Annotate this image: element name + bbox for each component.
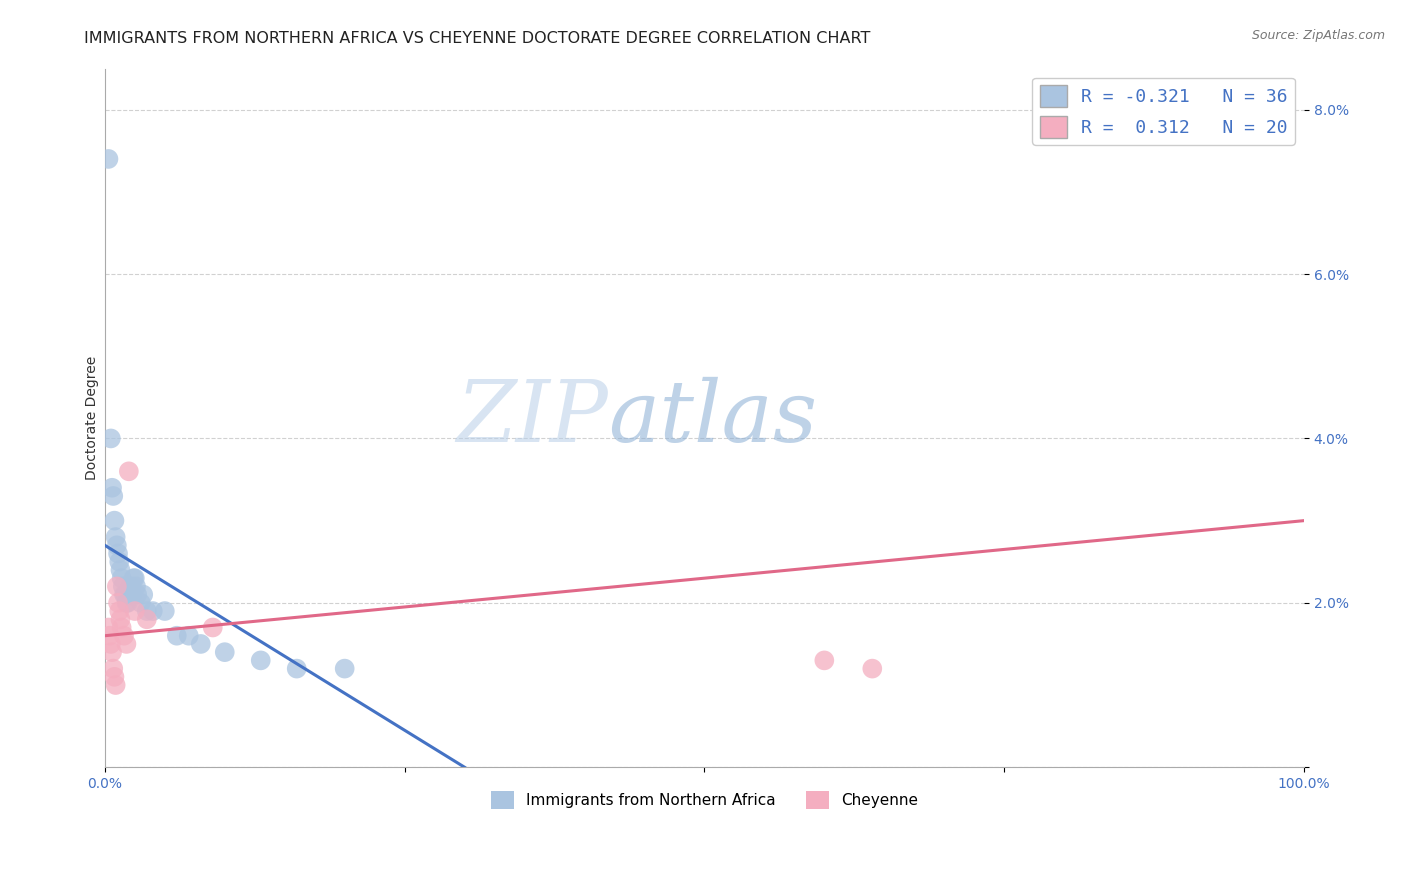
Point — [135, 604, 157, 618]
Point — [104, 530, 127, 544]
Point — [190, 637, 212, 651]
Point — [105, 579, 128, 593]
Point — [132, 588, 155, 602]
Point — [118, 579, 141, 593]
Point — [111, 571, 134, 585]
Y-axis label: Doctorate Degree: Doctorate Degree — [86, 356, 100, 480]
Point — [135, 612, 157, 626]
Point — [103, 514, 125, 528]
Point — [110, 563, 132, 577]
Point — [249, 653, 271, 667]
Point — [115, 596, 138, 610]
Point — [105, 538, 128, 552]
Point — [100, 432, 122, 446]
Point — [124, 604, 146, 618]
Point — [111, 620, 134, 634]
Point — [813, 653, 835, 667]
Point — [107, 596, 129, 610]
Point — [103, 670, 125, 684]
Point — [118, 588, 141, 602]
Point — [118, 464, 141, 478]
Point — [108, 555, 131, 569]
Point — [153, 604, 176, 618]
Point — [103, 662, 125, 676]
Point — [121, 588, 143, 602]
Point — [142, 604, 165, 618]
Legend: Immigrants from Northern Africa, Cheyenne: Immigrants from Northern Africa, Cheyenn… — [485, 785, 924, 815]
Point — [97, 152, 120, 166]
Point — [97, 620, 120, 634]
Point — [108, 604, 131, 618]
Text: atlas: atlas — [609, 376, 818, 459]
Point — [101, 645, 124, 659]
Point — [100, 637, 122, 651]
Point — [104, 678, 127, 692]
Point — [122, 571, 145, 585]
Point — [103, 489, 125, 503]
Point — [177, 629, 200, 643]
Text: Source: ZipAtlas.com: Source: ZipAtlas.com — [1251, 29, 1385, 42]
Point — [101, 481, 124, 495]
Text: ZIP: ZIP — [457, 376, 609, 459]
Point — [107, 547, 129, 561]
Point — [285, 662, 308, 676]
Point — [115, 637, 138, 651]
Point — [117, 596, 139, 610]
Point — [98, 629, 121, 643]
Point — [125, 579, 148, 593]
Point — [166, 629, 188, 643]
Point — [114, 588, 136, 602]
Point — [112, 629, 135, 643]
Point — [333, 662, 356, 676]
Point — [129, 596, 152, 610]
Point — [111, 579, 134, 593]
Point — [110, 612, 132, 626]
Text: IMMIGRANTS FROM NORTHERN AFRICA VS CHEYENNE DOCTORATE DEGREE CORRELATION CHART: IMMIGRANTS FROM NORTHERN AFRICA VS CHEYE… — [84, 31, 870, 46]
Point — [860, 662, 883, 676]
Point — [120, 579, 142, 593]
Point — [127, 588, 149, 602]
Point — [214, 645, 236, 659]
Point — [201, 620, 224, 634]
Point — [112, 588, 135, 602]
Point — [124, 571, 146, 585]
